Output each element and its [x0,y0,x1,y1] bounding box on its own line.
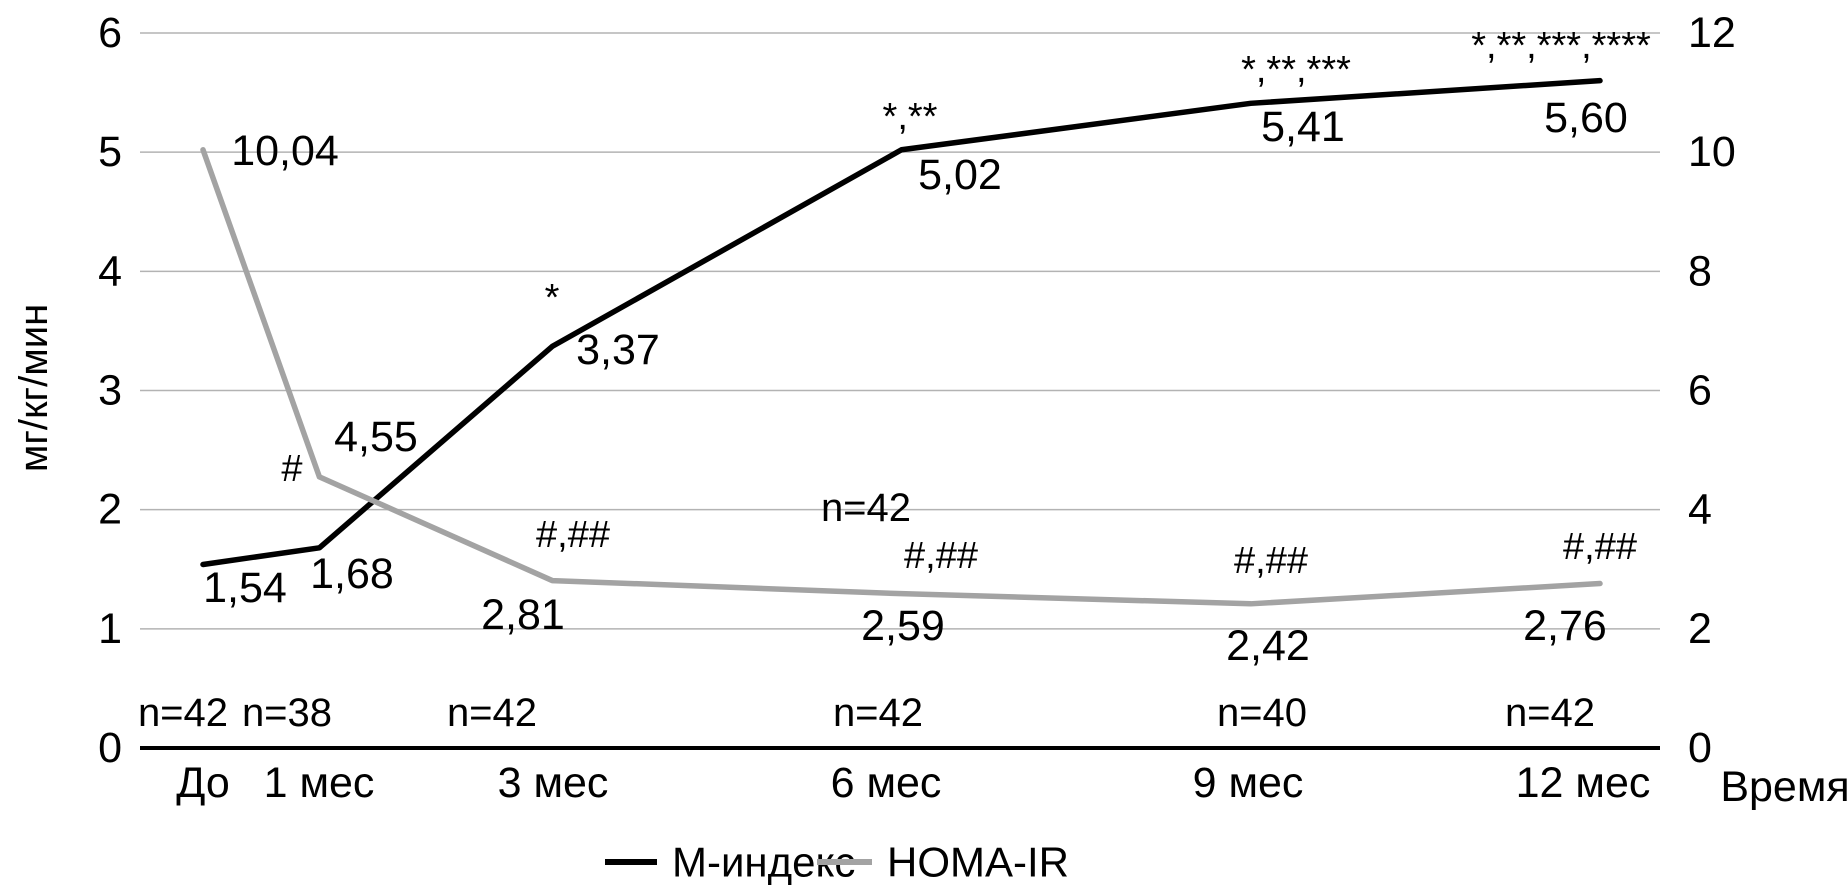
series-lines [200,77,1603,607]
y-left-tick-3: 3 [98,367,122,415]
legend: М-индекс HOMA-IR [605,839,1069,886]
value-label-s0-4: 5,41 [1261,103,1345,151]
y-right-tick-labels: 0 2 4 6 8 10 12 [1688,9,1736,772]
n-label-2: n=42 [447,691,537,735]
value-label-s0-2: 3,37 [576,326,660,374]
value-label-s1-3: 2,59 [861,602,945,650]
x-tick-0: До [176,759,230,807]
value-label-s1-2: 2,81 [481,591,565,639]
n-label-4: n=40 [1217,691,1307,735]
legend-label-homa-ir: HOMA-IR [887,839,1069,886]
x-tick-3: 6 мес [831,759,942,807]
n-count-labels: n=42 n=38 n=42 n=42 n=40 n=42 [138,691,1595,735]
value-label-s1-5: 2,76 [1523,602,1607,650]
y-left-tick-1: 1 [98,605,122,653]
data-value-labels: 1,54 1,68 3,37 5,02 5,41 5,60 10,04 4,55 2,81 2,5… [203,94,1628,670]
value-label-s0-5: 5,60 [1544,94,1628,142]
value-label-s0-0: 1,54 [203,564,287,612]
mid-chart-n-annotation: n=42 [821,486,911,530]
y-left-tick-0: 0 [98,724,122,772]
y-right-tick-10: 10 [1688,128,1736,176]
annotation-s1-2: #,## [536,514,610,556]
y-right-tick-8: 8 [1688,247,1712,295]
n-label-0: n=42 [138,691,228,735]
y-left-tick-5: 5 [98,128,122,176]
n-label-5: n=42 [1505,691,1595,735]
value-label-s1-0: 10,04 [231,127,339,175]
annotation-s0-3: *,** [883,96,938,138]
series-line-m-index [200,77,1603,568]
annotation-s1-1: # [281,448,302,490]
x-tick-5: 12 мес [1516,759,1651,807]
y-right-tick-12: 12 [1688,9,1736,57]
significance-annotations: * *,** *,**,*** *,**,***,**** # #,## #,## #,## #… [281,25,1651,582]
y-right-tick-6: 6 [1688,367,1712,415]
n-label-3: n=42 [833,691,923,735]
y-left-tick-2: 2 [98,486,122,534]
y-right-tick-4: 4 [1688,486,1712,534]
x-tick-labels: До 1 мес 3 мес 6 мес 9 мес 12 мес [176,759,1650,807]
annotation-s1-4: #,## [1234,540,1308,582]
annotation-s1-3: #,## [904,535,978,577]
x-tick-2: 3 мес [498,759,609,807]
annotation-s1-5: #,## [1563,526,1637,568]
value-label-s0-3: 5,02 [918,151,1002,199]
x-tick-4: 9 мес [1193,759,1304,807]
annotation-s0-2: * [545,277,560,319]
annotation-s0-4: *,**,*** [1241,49,1351,91]
value-label-s0-1: 1,68 [310,550,394,598]
value-label-s1-1: 4,55 [334,413,418,461]
annotation-s0-5: *,**,***,**** [1471,25,1651,67]
y-right-tick-0: 0 [1688,724,1712,772]
value-label-s1-4: 2,42 [1226,622,1310,670]
n-label-1: n=38 [242,691,332,735]
y-left-tick-4: 4 [98,247,122,295]
y-axis-title: мг/кг/мин [12,304,56,472]
series-line-homa-ir [200,147,1603,607]
y-left-tick-6: 6 [98,9,122,57]
x-tick-1: 1 мес [264,759,375,807]
y-left-tick-labels: 0 1 2 3 4 5 6 [98,9,122,772]
x-axis-title: Время [1720,763,1847,811]
y-right-tick-2: 2 [1688,605,1712,653]
